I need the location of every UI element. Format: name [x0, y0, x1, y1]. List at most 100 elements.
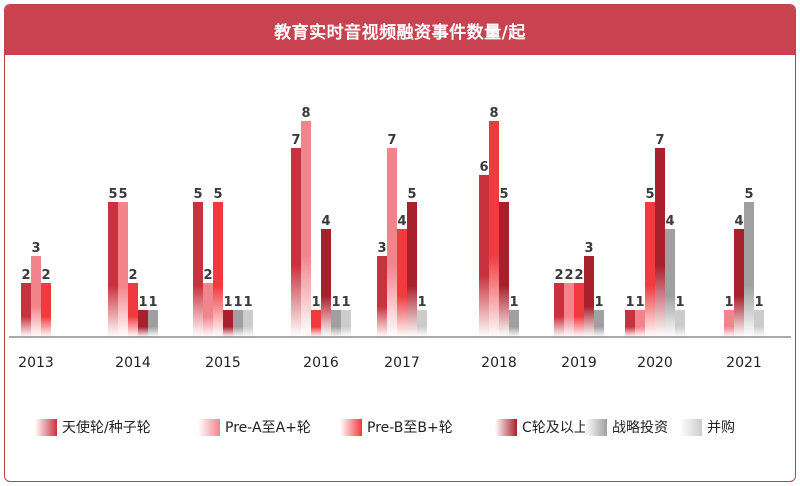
- bar-value-label: 1: [223, 295, 232, 310]
- bar-value-label: 2: [203, 268, 212, 283]
- bar-2019-series-3: [584, 256, 594, 337]
- bar-2019-series-4: [594, 310, 604, 337]
- x-tick-label: 2018: [481, 355, 517, 371]
- bar-value-label: 1: [594, 295, 603, 310]
- bar-2013-series-2: [41, 283, 51, 337]
- bar-value-label: 2: [128, 268, 137, 283]
- chart-title: 教育实时音视频融资事件数量/起: [5, 5, 795, 55]
- legend-swatch: [680, 419, 702, 436]
- bar-value-label: 7: [655, 133, 664, 148]
- bar-value-label: 3: [31, 241, 40, 256]
- bar-2017-series-2: [397, 229, 407, 337]
- bar-2015-series-1: [203, 283, 213, 337]
- bar-2014-series-2: [128, 283, 138, 337]
- bar-value-label: 8: [489, 106, 498, 121]
- bar-2021-series-4: [744, 202, 754, 337]
- x-tick-label: 2017: [384, 355, 420, 371]
- legend-swatch: [495, 419, 517, 436]
- bar-2016-series-4: [331, 310, 341, 337]
- bar-2015-series-3: [223, 310, 233, 337]
- bar-2015-series-2: [213, 202, 223, 337]
- legend-swatch: [585, 419, 607, 436]
- legend-item: 天使轮/种子轮: [35, 419, 151, 436]
- legend-item: Pre-A至A+轮: [198, 419, 311, 436]
- legend-swatch: [198, 419, 220, 436]
- bar-2016-series-5: [341, 310, 351, 337]
- bar-value-label: 1: [148, 295, 157, 310]
- bar-value-label: 1: [724, 295, 733, 310]
- x-tick-label: 2014: [115, 355, 151, 371]
- x-tick-label: 2016: [303, 355, 339, 371]
- bar-value-label: 5: [744, 187, 753, 202]
- bar-value-label: 2: [554, 268, 563, 283]
- bar-2015-series-5: [243, 310, 253, 337]
- bar-value-label: 1: [625, 295, 634, 310]
- bar-2019-series-0: [554, 283, 564, 337]
- bar-2020-series-1: [635, 310, 645, 337]
- bar-value-label: 1: [341, 295, 350, 310]
- bar-2014-series-0: [108, 202, 118, 337]
- legend-label: 战略投资: [612, 420, 668, 436]
- bar-2013-series-1: [31, 256, 41, 337]
- bar-value-label: 4: [734, 214, 743, 229]
- bar-value-label: 4: [397, 214, 406, 229]
- bar-2014-series-3: [138, 310, 148, 337]
- bar-value-label: 7: [387, 133, 396, 148]
- bar-2018-series-0: [479, 175, 489, 337]
- bar-2016-series-2: [311, 310, 321, 337]
- bar-value-label: 5: [645, 187, 654, 202]
- bar-value-label: 5: [118, 187, 127, 202]
- bar-2020-series-0: [625, 310, 635, 337]
- bar-2016-series-1: [301, 121, 311, 337]
- x-tick-label: 2020: [637, 355, 673, 371]
- bar-2019-series-1: [564, 283, 574, 337]
- bar-value-label: 5: [213, 187, 222, 202]
- bar-value-label: 8: [301, 106, 310, 121]
- bar-value-label: 7: [291, 133, 300, 148]
- bar-2013-series-0: [21, 283, 31, 337]
- x-tick-label: 2019: [561, 355, 597, 371]
- legend-item: Pre-B至B+轮: [340, 419, 453, 436]
- bar-value-label: 4: [665, 214, 674, 229]
- bar-value-label: 1: [754, 295, 763, 310]
- bar-2021-series-3: [734, 229, 744, 337]
- bar-2020-series-5: [675, 310, 685, 337]
- legend-label: Pre-A至A+轮: [225, 420, 311, 436]
- bar-value-label: 1: [311, 295, 320, 310]
- bar-value-label: 1: [635, 295, 644, 310]
- bar-2020-series-2: [645, 202, 655, 337]
- bar-value-label: 5: [407, 187, 416, 202]
- bar-value-label: 1: [233, 295, 242, 310]
- bar-2021-series-1: [724, 310, 734, 337]
- x-tick-label: 2015: [205, 355, 241, 371]
- bar-2016-series-3: [321, 229, 331, 337]
- bar-2019-series-2: [574, 283, 584, 337]
- bar-2018-series-4: [509, 310, 519, 337]
- bar-value-label: 1: [509, 295, 518, 310]
- bar-value-label: 3: [377, 241, 386, 256]
- bar-2018-series-3: [499, 202, 509, 337]
- bar-value-label: 6: [479, 160, 488, 175]
- bar-2016-series-0: [291, 148, 301, 337]
- bar-value-label: 2: [574, 268, 583, 283]
- bar-2020-series-4: [665, 229, 675, 337]
- bar-value-label: 5: [499, 187, 508, 202]
- x-tick-label: 2021: [726, 355, 762, 371]
- bar-value-label: 5: [193, 187, 202, 202]
- bar-2018-series-2: [489, 121, 499, 337]
- legend-label: 并购: [707, 420, 735, 436]
- bar-value-label: 2: [41, 268, 50, 283]
- bar-value-label: 4: [321, 214, 330, 229]
- bar-value-label: 1: [243, 295, 252, 310]
- legend-item: C轮及以上: [495, 419, 588, 436]
- bar-2020-series-3: [655, 148, 665, 337]
- bar-2014-series-1: [118, 202, 128, 337]
- legend-swatch: [35, 419, 57, 436]
- bar-2015-series-0: [193, 202, 203, 337]
- bar-2021-series-5: [754, 310, 764, 337]
- legend-label: C轮及以上: [522, 420, 588, 436]
- legend-label: 天使轮/种子轮: [62, 419, 151, 436]
- bar-value-label: 2: [21, 268, 30, 283]
